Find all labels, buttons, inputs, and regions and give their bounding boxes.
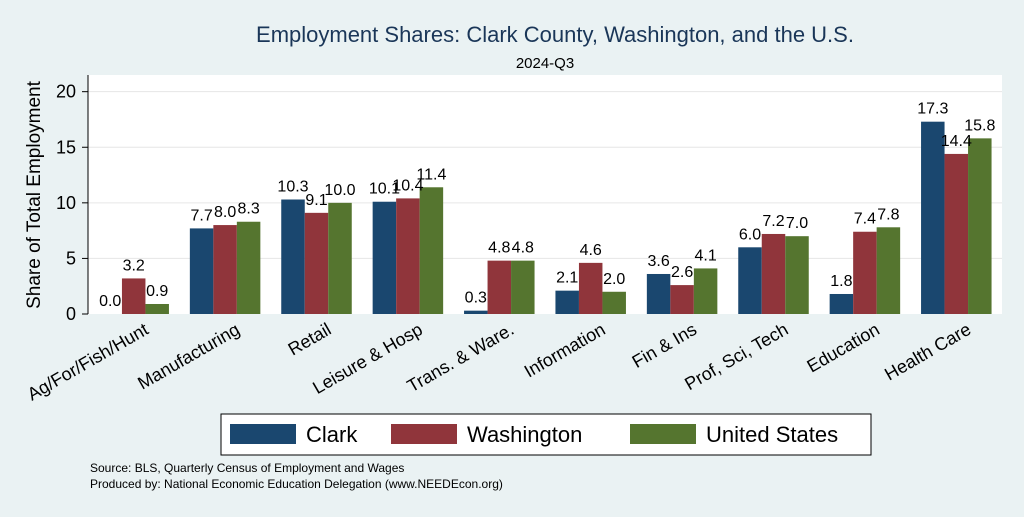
data-label: 10.3 [277,179,308,196]
y-tick-layer: 0 5 10 15 20 [56,82,88,324]
bar-layer [121,121,992,314]
source-note: Source: BLS, Quarterly Census of Employm… [90,461,404,475]
data-label: 4.6 [580,242,602,259]
bar-clark [921,121,945,314]
bar-clark [829,293,854,314]
data-label: 3.6 [647,253,669,270]
legend: Clark Washington United States [230,422,838,447]
bar-united-states [511,260,535,314]
data-label: 7.8 [877,206,899,223]
bar-clark [372,201,397,314]
bar-washington [761,233,786,314]
data-label: 4.1 [694,247,716,264]
legend-box [220,413,872,456]
data-label: 10.1 [369,181,400,198]
bar-washington [304,212,329,314]
bar-clark [281,199,305,314]
legend-swatch [630,424,696,444]
bar-united-states [328,202,352,314]
data-label: 8.0 [214,204,236,221]
bar-united-states [785,236,809,314]
data-label: 4.8 [512,240,534,257]
bar-united-states [968,138,992,314]
y-axis-label: Share of Total Employment [24,80,45,308]
data-label: 9.1 [305,192,327,209]
produced-by-note: Produced by: National Economic Education… [90,477,503,491]
bar-united-states [693,268,718,314]
bar-clark [555,290,579,314]
legend-label: Clark [306,422,358,447]
bar-washington [121,278,146,314]
bar-clark [738,247,762,314]
data-label: 1.8 [830,273,852,290]
bar-washington [213,225,237,314]
legend-label: Washington [467,422,582,447]
data-label: 7.0 [786,215,808,232]
bar-united-states [145,303,169,314]
data-label: 17.3 [917,101,948,118]
bar-clark [189,228,214,314]
bar-clark [646,273,671,314]
data-label: 2.6 [671,264,693,281]
bar-united-states [876,227,901,314]
y-tick-label: 5 [66,248,76,268]
legend-swatch [391,424,457,444]
bar-united-states [419,187,444,314]
bar-united-states [236,221,261,314]
data-label: 4.8 [488,240,510,257]
label-layer: 0.0 3.20.9 7.7 8.0 8.3 10.39.110.0 10.110.411.… [99,101,995,310]
y-tick-label: 10 [56,193,76,213]
bar-washington [670,285,694,314]
y-tick-label: 20 [56,82,76,102]
data-label: 0.9 [146,283,168,300]
bar-united-states [602,291,626,314]
legend-swatch [230,424,296,444]
chart-title: Employment Shares: Clark County, Washing… [256,22,854,47]
data-label: 7.4 [854,211,876,228]
data-label: 3.2 [123,257,145,274]
chart-subtitle: 2024-Q3 [516,55,574,72]
data-label: 0.0 [99,293,121,310]
data-label: 0.3 [465,290,487,307]
y-tick-label: 0 [66,304,76,324]
data-label: 10.0 [324,182,355,199]
data-label: 2.1 [556,270,578,287]
data-label: 7.7 [190,207,212,224]
data-label: 14.4 [941,133,972,150]
data-label: 8.3 [237,201,259,218]
y-tick-label: 15 [56,137,76,157]
data-label: 11.4 [416,166,446,183]
data-label: 10.4 [392,177,423,194]
bar-clark [464,310,488,314]
data-label: 15.8 [964,117,995,134]
legend-label: United States [706,422,838,447]
data-label: 2.0 [603,271,625,288]
data-label: 7.2 [762,213,784,230]
bar-washington [578,262,603,314]
bar-washington [396,198,420,314]
bar-washington [944,153,969,314]
data-label: 6.0 [739,226,761,243]
bar-washington [487,260,512,314]
bar-washington [853,231,877,314]
